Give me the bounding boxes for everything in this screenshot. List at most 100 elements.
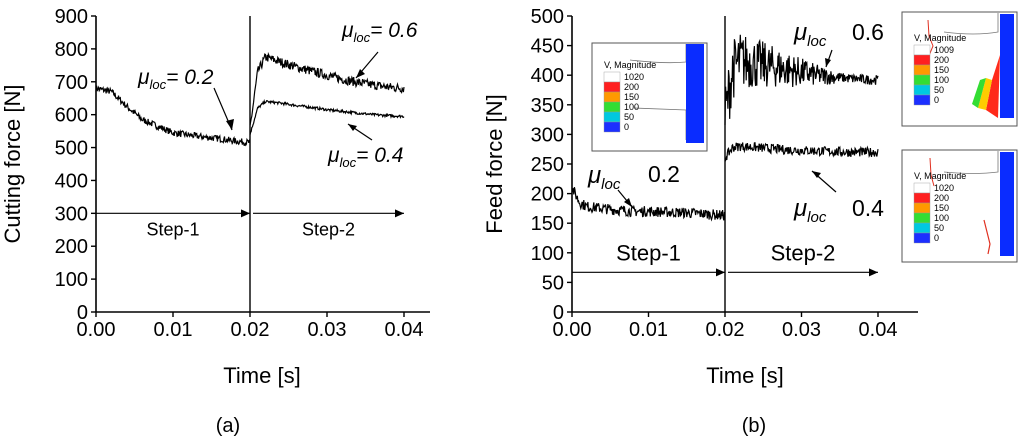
legend-value: 50 <box>624 112 634 122</box>
legend-swatch <box>913 202 931 214</box>
annotation-mu-0.2-a: μloc= 0.2 <box>137 66 214 92</box>
step-arrows-a: Step-1 Step-2 <box>96 209 404 239</box>
series-a <box>95 51 405 147</box>
series-b <box>571 34 879 222</box>
svg-text:μloc: μloc <box>793 19 827 50</box>
y-tick-label: 600 <box>55 105 88 127</box>
step-arrowhead <box>869 268 878 277</box>
legend-value: 150 <box>934 65 949 75</box>
legend-value: 50 <box>934 85 944 95</box>
step-arrows-b: Step-1 Step-2 <box>572 240 878 277</box>
x-axis-label-b: Time [s] <box>706 363 783 388</box>
y-tick-label: 350 <box>531 95 564 117</box>
legend-value: 0 <box>934 233 939 243</box>
callout-arrowhead-0.4-a <box>348 124 357 131</box>
legend-swatch <box>913 54 931 66</box>
mu-symbol: μ <box>793 195 807 222</box>
svg-text:μloc: μloc <box>587 162 621 193</box>
legend-swatch <box>913 222 931 234</box>
low-velocity-region <box>972 78 986 108</box>
annotation-mu-0.4-b: μloc 0.4 <box>793 195 884 226</box>
y-tick-label: 200 <box>531 184 564 206</box>
step-label: Step-1 <box>616 240 681 265</box>
legend-swatch <box>913 84 931 96</box>
legend-value: 1020 <box>934 183 954 193</box>
x-ticks-a: 0.00 0.01 0.02 0.03 0.04 <box>77 312 424 341</box>
y-tick-label: 500 <box>55 138 88 160</box>
x-tick-label: 0.02 <box>706 319 745 341</box>
high-velocity-region <box>986 55 1000 118</box>
mu-symbol: μ <box>137 66 150 89</box>
velocity-vectors <box>927 19 934 59</box>
panel-label-b: (b) <box>742 415 766 437</box>
annotation-mu-0.6-b: μloc 0.6 <box>793 19 884 50</box>
mu-symbol: μ <box>327 144 340 167</box>
legend-swatch <box>913 182 931 194</box>
x-ticks-b: 0.00 0.01 0.02 0.03 0.04 <box>553 312 898 341</box>
x-tick-label: 0.04 <box>385 319 424 341</box>
legend-value: 200 <box>934 55 949 65</box>
step-arrowhead <box>241 209 250 218</box>
panel-a-plot-area <box>95 16 430 313</box>
y-tick-label: 200 <box>55 236 88 258</box>
inset-legend-title: V, Magnitude <box>914 171 966 181</box>
callout-arrowhead-0.6-a <box>356 69 365 78</box>
chip-region <box>1000 152 1014 256</box>
y-tick-label: 100 <box>531 243 564 265</box>
mu-symbol: μ <box>793 19 807 46</box>
legend-value: 100 <box>934 75 949 85</box>
mu-subscript: loc <box>354 30 371 45</box>
x-tick-label: 0.00 <box>77 319 116 341</box>
step-label: Step-2 <box>771 240 836 265</box>
series-line-mu-0.6 <box>724 34 879 126</box>
x-tick-label: 0.01 <box>629 319 668 341</box>
legend-value: 0 <box>624 122 629 132</box>
workpiece-outline <box>943 13 999 35</box>
callout-arrows-b <box>617 49 837 208</box>
legend-value: 0 <box>934 95 939 105</box>
x-tick-label: 0.01 <box>154 319 193 341</box>
legend-value: 1020 <box>624 72 644 82</box>
chip-region <box>1000 14 1014 118</box>
annotation-mu-0.4-a: μloc= 0.4 <box>327 144 403 170</box>
legend-value: 100 <box>624 102 639 112</box>
series-line-mu-0.2 <box>95 85 251 147</box>
svg-text:μloc: μloc <box>793 195 827 226</box>
mu-value: 0.6 <box>852 19 884 45</box>
y-tick-label: 150 <box>531 213 564 235</box>
series-line-mu-0.6 <box>249 51 405 126</box>
mu-subscript: loc <box>807 209 827 226</box>
mu-value: = 0.4 <box>356 144 403 167</box>
x-tick-label: 0.04 <box>859 319 898 341</box>
panel-label-a: (a) <box>216 415 240 437</box>
y-ticks-b: 0 50 100 150 200 250 300 350 400 450 500 <box>531 6 572 324</box>
y-tick-label: 450 <box>531 36 564 58</box>
y-ticks-a: 0 100 200 300 400 500 600 700 800 900 <box>55 6 96 324</box>
legend-value: 200 <box>624 82 639 92</box>
step-arrowhead <box>395 209 404 218</box>
mu-symbol: μ <box>341 19 354 42</box>
callout-arrowhead-0.6-b <box>825 58 831 67</box>
mu-value: 0.4 <box>852 195 884 221</box>
inset-legend-title: V, Magnitude <box>914 33 966 43</box>
mid-velocity-region <box>978 78 992 110</box>
legend-swatch <box>913 192 931 204</box>
legend-swatch <box>603 91 621 103</box>
legend-swatch <box>913 74 931 86</box>
legend-value: 200 <box>934 193 949 203</box>
mu-subscript: loc <box>807 33 827 50</box>
y-tick-label: 700 <box>55 72 88 94</box>
y-tick-label: 800 <box>55 39 88 61</box>
callout-arrowhead-0.2-b <box>624 198 632 207</box>
y-axis-label-a: Cutting force [N] <box>0 85 25 244</box>
legend-swatch <box>913 232 931 244</box>
y-axis-label-b: Feed force [N] <box>482 94 507 233</box>
y-tick-label: 900 <box>55 6 88 28</box>
legend-value: 150 <box>624 92 639 102</box>
